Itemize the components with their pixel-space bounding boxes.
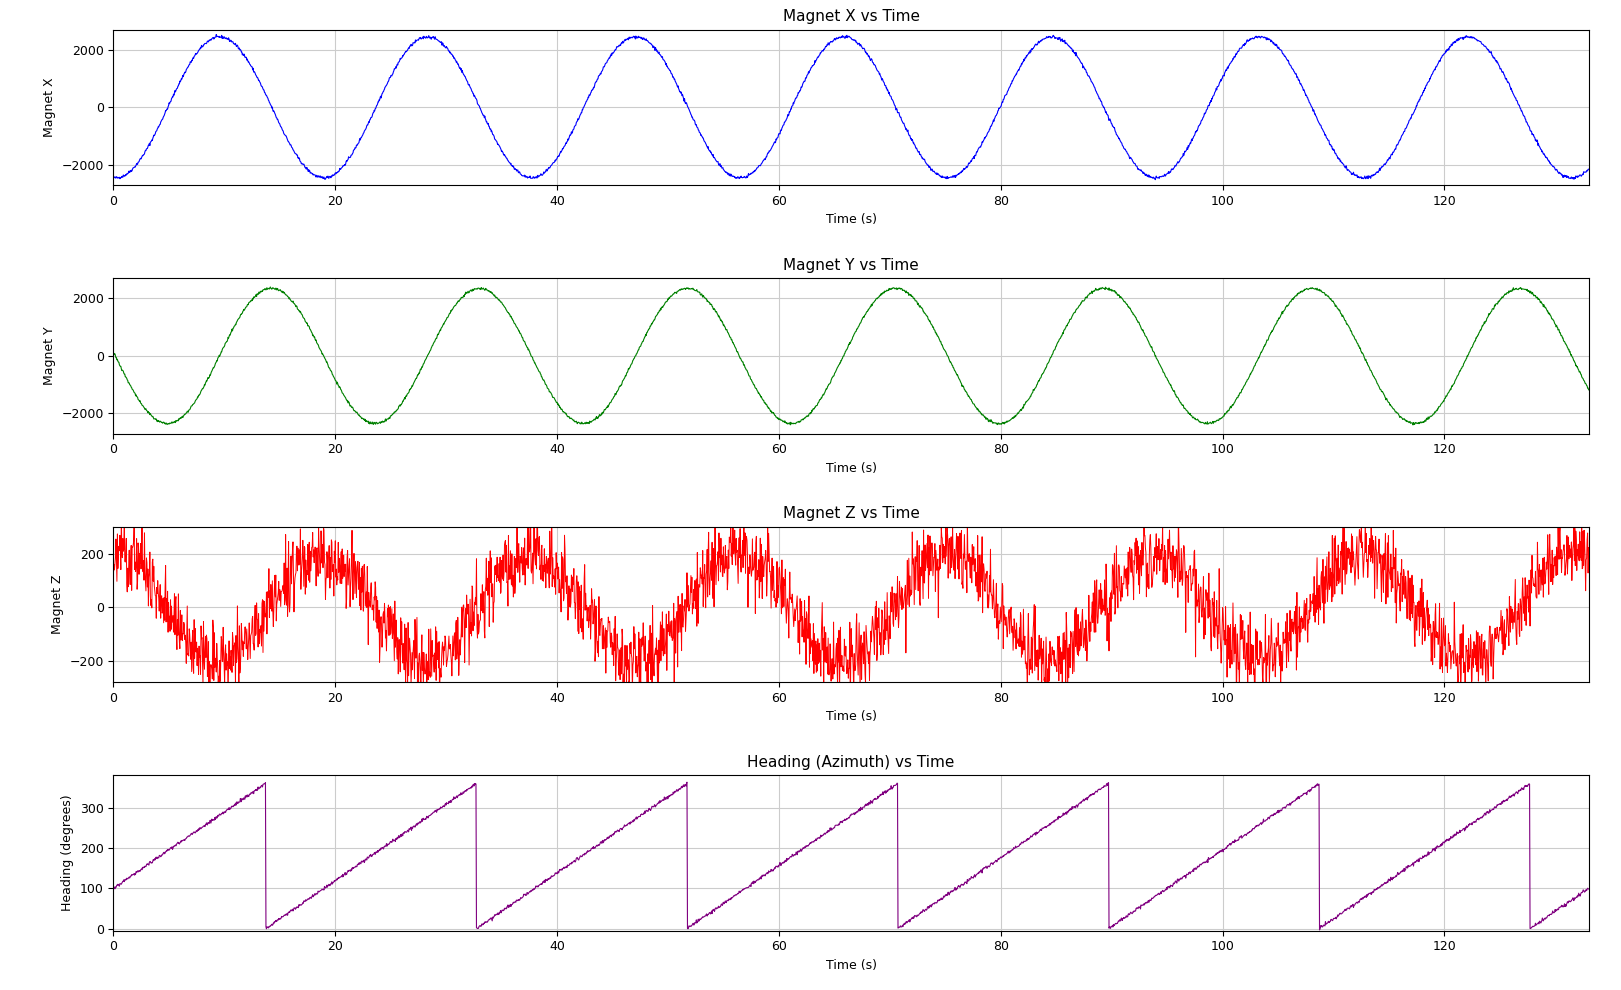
Y-axis label: Magnet Y: Magnet Y xyxy=(42,327,55,385)
X-axis label: Time (s): Time (s) xyxy=(825,213,877,227)
Y-axis label: Magnet X: Magnet X xyxy=(42,77,55,138)
Title: Magnet Z vs Time: Magnet Z vs Time xyxy=(783,507,919,522)
X-axis label: Time (s): Time (s) xyxy=(825,711,877,724)
X-axis label: Time (s): Time (s) xyxy=(825,959,877,972)
Y-axis label: Heading (degrees): Heading (degrees) xyxy=(62,795,75,911)
X-axis label: Time (s): Time (s) xyxy=(825,461,877,475)
Y-axis label: Magnet Z: Magnet Z xyxy=(50,574,63,635)
Title: Magnet Y vs Time: Magnet Y vs Time xyxy=(783,257,919,273)
Title: Magnet X vs Time: Magnet X vs Time xyxy=(783,9,919,25)
Title: Heading (Azimuth) vs Time: Heading (Azimuth) vs Time xyxy=(747,755,955,770)
